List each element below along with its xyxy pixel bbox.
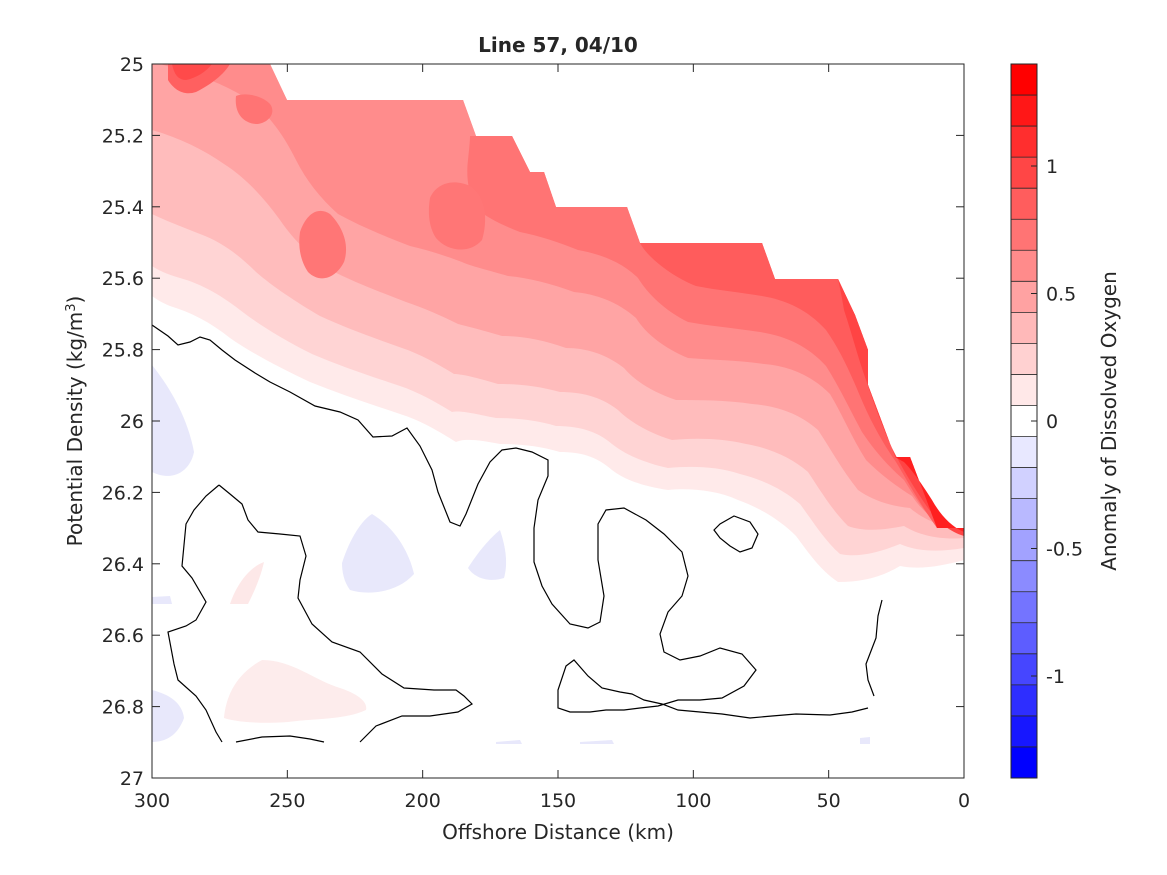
positive-core-patch xyxy=(235,94,273,124)
colorbar-level xyxy=(1011,343,1037,375)
x-tick-label: 100 xyxy=(675,790,711,812)
negative-anomaly-patch xyxy=(152,690,184,742)
negative-anomaly-patch xyxy=(342,514,414,593)
colorbar-level xyxy=(1011,188,1037,220)
y-tick-label: 25 xyxy=(120,54,144,76)
colorbar-level xyxy=(1011,591,1037,624)
zero-contour-line xyxy=(235,735,325,743)
x-axis: 300 250 200 150 100 50 0 xyxy=(134,64,970,812)
positive-core-patch xyxy=(299,210,347,279)
colorbar-level xyxy=(1011,529,1037,561)
colorbar-level xyxy=(1011,250,1037,282)
colorbar-level xyxy=(1011,95,1037,127)
zero-contour-line xyxy=(865,599,883,697)
colorbar-tick-label: 0.5 xyxy=(1046,284,1076,306)
positive-band-7 xyxy=(640,243,937,528)
y-axis-label: Potential Density (kg/m3) xyxy=(63,296,87,547)
y-tick-label: 26.6 xyxy=(102,625,144,647)
colorbar-label: Anomaly of Dissolved Oxygen xyxy=(1097,271,1121,571)
zero-contour-line xyxy=(713,515,759,553)
colorbar-level xyxy=(1011,157,1037,189)
colorbar-level xyxy=(1011,436,1037,468)
colorbar-level xyxy=(1011,219,1037,251)
y-tick-label: 26.8 xyxy=(102,697,144,719)
colorbar-level xyxy=(1011,715,1037,748)
negative-anomaly-patch xyxy=(152,596,172,604)
colorbar-level xyxy=(1011,374,1037,406)
y-axis-label-superscript: 3 xyxy=(64,303,79,311)
negative-anomaly-patch xyxy=(860,737,870,744)
y-tick-label: 25.6 xyxy=(102,268,144,290)
y-axis: 25 25.2 25.4 25.6 25.8 26 26.2 26.4 26.6 26.8 27 xyxy=(102,54,964,790)
contour-fill xyxy=(152,64,964,744)
colorbar-level xyxy=(1011,684,1037,717)
negative-anomaly-patch xyxy=(152,365,194,476)
colorbar-tick-label: -0.5 xyxy=(1046,539,1083,561)
x-tick-label: 50 xyxy=(817,790,841,812)
positive-anomaly-patch xyxy=(224,660,367,723)
positive-band-6 xyxy=(467,136,940,528)
colorbar: -1 -0.5 0 0.5 1 xyxy=(1011,64,1083,779)
x-tick-label: 200 xyxy=(405,790,441,812)
colorbar-level xyxy=(1011,64,1037,96)
y-tick-label: 25.8 xyxy=(102,340,144,362)
y-axis-label-close: ) xyxy=(63,296,87,304)
positive-band-5 xyxy=(160,64,950,528)
colorbar-level xyxy=(1011,126,1037,158)
colorbar-level xyxy=(1011,498,1037,530)
x-tick-label: 150 xyxy=(540,790,576,812)
colorbar-level xyxy=(1011,560,1037,593)
zero-contour-line xyxy=(218,484,473,743)
positive-anomaly-patch xyxy=(230,562,264,604)
negative-anomaly-patch xyxy=(468,530,507,580)
y-tick-label: 26.2 xyxy=(102,482,144,504)
zero-contour-line xyxy=(152,324,869,719)
colorbar-level xyxy=(1011,622,1037,655)
colorbar-tick-label: 1 xyxy=(1046,156,1058,178)
colorbar-level xyxy=(1011,746,1037,779)
zero-contour-line xyxy=(167,484,223,743)
y-tick-label: 25.2 xyxy=(102,125,144,147)
x-tick-label: 300 xyxy=(134,790,170,812)
chart-title: Line 57, 04/10 xyxy=(478,33,638,57)
y-tick-label: 26 xyxy=(120,411,144,433)
negative-anomaly-patch xyxy=(580,740,614,744)
colorbar-level xyxy=(1011,312,1037,344)
y-axis-label-main: Potential Density (kg/m xyxy=(63,312,87,547)
positive-core-patch xyxy=(428,182,486,250)
colorbar-tick-label: 0 xyxy=(1046,411,1058,433)
colorbar-level xyxy=(1011,467,1037,499)
x-tick-label: 250 xyxy=(269,790,305,812)
y-tick-label: 25.4 xyxy=(102,197,144,219)
positive-core-patch xyxy=(172,64,212,80)
colorbar-frame xyxy=(1010,63,1038,779)
y-tick-label: 26.4 xyxy=(102,554,144,576)
x-tick-label: 0 xyxy=(958,790,970,812)
colorbar-tick-label: -1 xyxy=(1046,666,1065,688)
y-tick-label: 27 xyxy=(120,768,144,790)
zero-contours xyxy=(152,324,883,743)
negative-anomaly-patch xyxy=(496,740,522,744)
colorbar-level xyxy=(1011,653,1037,686)
x-axis-label: Offshore Distance (km) xyxy=(442,820,674,844)
colorbar-level xyxy=(1011,281,1037,313)
